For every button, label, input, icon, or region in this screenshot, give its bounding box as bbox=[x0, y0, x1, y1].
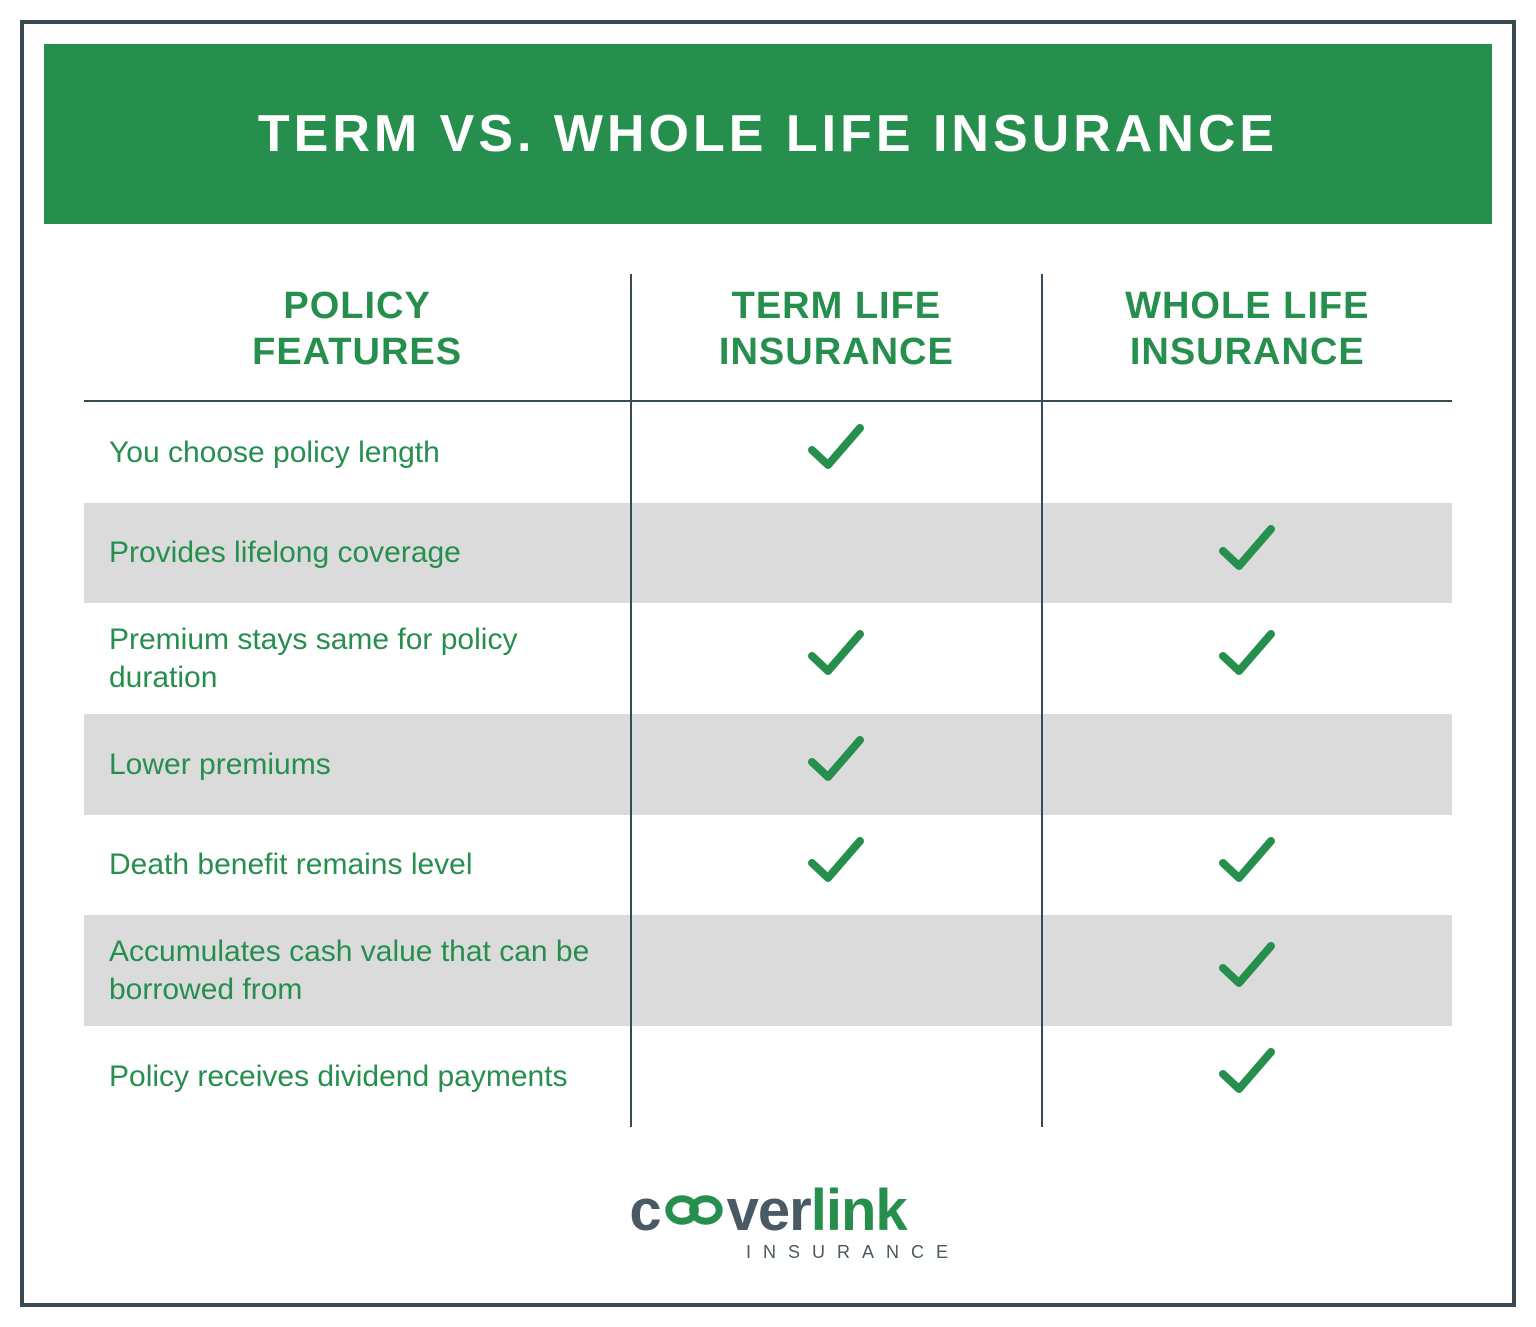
term-check-cell bbox=[631, 1026, 1041, 1127]
whole-check-cell bbox=[1042, 815, 1452, 916]
col-header-whole: WHOLE LIFEINSURANCE bbox=[1042, 274, 1452, 401]
term-check-cell bbox=[631, 714, 1041, 815]
title-banner: TERM VS. WHOLE LIFE INSURANCE bbox=[44, 44, 1492, 224]
feature-label: Death benefit remains level bbox=[84, 815, 631, 916]
table-row: Accumulates cash value that can be borro… bbox=[84, 915, 1452, 1026]
term-check-cell bbox=[631, 915, 1041, 1026]
comparison-tbody: You choose policy lengthProvides lifelon… bbox=[84, 401, 1452, 1127]
feature-label: Premium stays same for policy duration bbox=[84, 603, 631, 714]
check-icon bbox=[1217, 655, 1277, 688]
col-header-term: TERM LIFEINSURANCE bbox=[631, 274, 1041, 401]
table-row: Death benefit remains level bbox=[84, 815, 1452, 916]
check-icon bbox=[806, 449, 866, 482]
logo-text-link: link bbox=[811, 1177, 907, 1244]
term-check-cell bbox=[631, 815, 1041, 916]
term-check-cell bbox=[631, 503, 1041, 604]
whole-check-cell bbox=[1042, 503, 1452, 604]
logo-text-ver: ver bbox=[727, 1177, 811, 1244]
check-icon bbox=[806, 761, 866, 794]
comparison-table-wrap: POLICYFEATURES TERM LIFEINSURANCE WHOLE … bbox=[44, 224, 1492, 1147]
feature-label: Accumulates cash value that can be borro… bbox=[84, 915, 631, 1026]
feature-label: Provides lifelong coverage bbox=[84, 503, 631, 604]
table-row: You choose policy length bbox=[84, 401, 1452, 503]
check-icon bbox=[1217, 862, 1277, 895]
whole-check-cell bbox=[1042, 1026, 1452, 1127]
whole-check-cell bbox=[1042, 603, 1452, 714]
feature-label: You choose policy length bbox=[84, 401, 631, 503]
page-title: TERM VS. WHOLE LIFE INSURANCE bbox=[64, 104, 1472, 164]
brand-logo-sub: INSURANCE bbox=[214, 1242, 1492, 1263]
comparison-table: POLICYFEATURES TERM LIFEINSURANCE WHOLE … bbox=[84, 274, 1452, 1127]
term-check-cell bbox=[631, 603, 1041, 714]
table-row: Policy receives dividend payments bbox=[84, 1026, 1452, 1127]
check-icon bbox=[1217, 967, 1277, 1000]
brand-logo-main: c verlink bbox=[629, 1177, 906, 1244]
check-icon bbox=[1217, 550, 1277, 583]
check-icon bbox=[806, 655, 866, 688]
check-icon bbox=[806, 862, 866, 895]
chain-link-icon bbox=[659, 1189, 729, 1231]
table-row: Provides lifelong coverage bbox=[84, 503, 1452, 604]
check-icon bbox=[1217, 1073, 1277, 1106]
whole-check-cell bbox=[1042, 915, 1452, 1026]
logo-text-c: c bbox=[629, 1177, 660, 1244]
feature-label: Policy receives dividend payments bbox=[84, 1026, 631, 1127]
term-check-cell bbox=[631, 401, 1041, 503]
infographic-frame: TERM VS. WHOLE LIFE INSURANCE POLICYFEAT… bbox=[20, 20, 1516, 1307]
table-row: Premium stays same for policy duration bbox=[84, 603, 1452, 714]
feature-label: Lower premiums bbox=[84, 714, 631, 815]
table-row: Lower premiums bbox=[84, 714, 1452, 815]
col-header-features: POLICYFEATURES bbox=[84, 274, 631, 401]
whole-check-cell bbox=[1042, 401, 1452, 503]
brand-logo: c verlink INSURANCE bbox=[44, 1147, 1492, 1283]
whole-check-cell bbox=[1042, 714, 1452, 815]
